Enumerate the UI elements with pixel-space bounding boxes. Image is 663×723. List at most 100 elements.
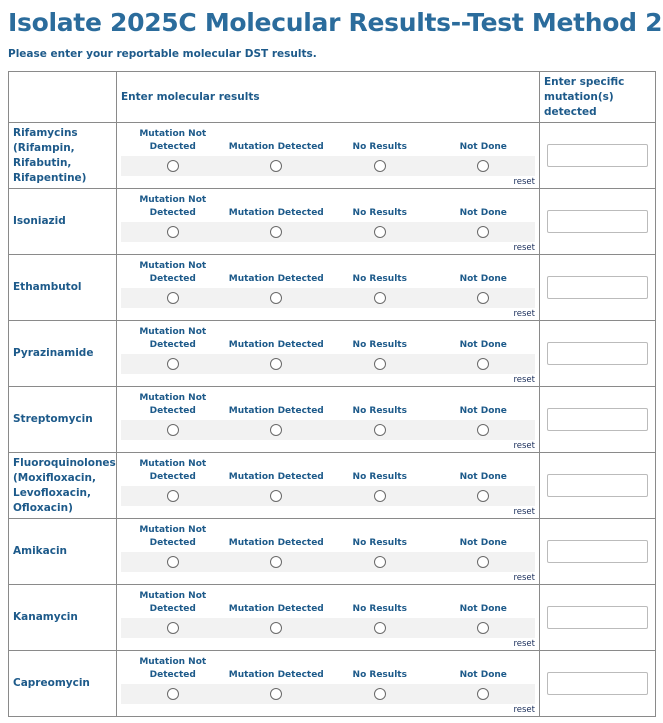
mutation-input[interactable] <box>547 606 648 629</box>
radio-option[interactable] <box>166 622 179 634</box>
radio-option[interactable] <box>373 688 386 700</box>
option-label: No Results <box>352 472 407 482</box>
table-row: Isoniazid Mutation Not Detected Mutation … <box>8 188 656 255</box>
mutation-input[interactable] <box>547 342 648 365</box>
instructions: Please enter your reportable molecular D… <box>8 48 317 60</box>
radio-group <box>121 684 535 704</box>
table-row: Kanamycin Mutation Not Detected Mutation … <box>8 584 656 651</box>
option-label: Mutation Not Detected <box>139 393 207 416</box>
radio-option[interactable] <box>270 292 283 304</box>
radio-option[interactable] <box>166 226 179 238</box>
mutation-input[interactable] <box>547 672 648 695</box>
radio-option[interactable] <box>477 424 490 436</box>
results-table: Enter molecular results Enter specific m… <box>8 71 656 717</box>
table-row: Ethambutol Mutation Not Detected Mutation… <box>8 254 656 321</box>
radio-option[interactable] <box>270 226 283 238</box>
radio-option[interactable] <box>166 292 179 304</box>
radio-option[interactable] <box>373 424 386 436</box>
option-label: No Results <box>352 670 407 680</box>
table-row: Amikacin Mutation Not Detected Mutation D… <box>8 518 656 585</box>
radio-option[interactable] <box>270 556 283 568</box>
option-label: Mutation Not Detected <box>139 657 207 680</box>
mutation-input[interactable] <box>547 474 648 497</box>
radio-option[interactable] <box>477 490 490 502</box>
radio-option[interactable] <box>477 622 490 634</box>
radio-group <box>121 288 535 308</box>
radio-option[interactable] <box>373 292 386 304</box>
header-results: Enter molecular results <box>116 71 540 123</box>
result-options: Mutation Not Detected Mutation Detected No… <box>117 585 539 650</box>
drug-name: Capreomycin <box>8 650 117 717</box>
header-drug <box>8 71 117 123</box>
option-label: No Results <box>352 142 407 152</box>
option-label: Not Done <box>459 538 507 548</box>
radio-option[interactable] <box>373 556 386 568</box>
reset-link[interactable]: reset <box>513 573 535 583</box>
option-label: Not Done <box>459 142 507 152</box>
radio-option[interactable] <box>373 490 386 502</box>
radio-option[interactable] <box>373 358 386 370</box>
table-row: Pyrazinamide Mutation Not Detected Mutati… <box>8 320 656 387</box>
option-label: No Results <box>352 208 407 218</box>
mutation-input[interactable] <box>547 540 648 563</box>
reset-link[interactable]: reset <box>513 507 535 517</box>
option-label: Mutation Not Detected <box>139 195 207 218</box>
radio-option[interactable] <box>373 160 386 172</box>
reset-link[interactable]: reset <box>513 441 535 451</box>
radio-option[interactable] <box>270 358 283 370</box>
reset-link[interactable]: reset <box>513 375 535 385</box>
result-options: Mutation Not Detected Mutation Detected No… <box>117 189 539 254</box>
radio-option[interactable] <box>477 226 490 238</box>
radio-group <box>121 618 535 638</box>
reset-link[interactable]: reset <box>513 243 535 253</box>
reset-link[interactable]: reset <box>513 705 535 715</box>
radio-option[interactable] <box>477 160 490 172</box>
radio-option[interactable] <box>270 688 283 700</box>
mutation-input[interactable] <box>547 408 648 431</box>
radio-option[interactable] <box>270 490 283 502</box>
radio-option[interactable] <box>270 622 283 634</box>
reset-link[interactable]: reset <box>513 177 535 187</box>
option-label: Mutation Detected <box>228 340 324 350</box>
radio-option[interactable] <box>477 556 490 568</box>
radio-option[interactable] <box>270 160 283 172</box>
radio-group <box>121 354 535 374</box>
option-label: Not Done <box>459 472 507 482</box>
radio-option[interactable] <box>166 358 179 370</box>
radio-option[interactable] <box>166 424 179 436</box>
radio-option[interactable] <box>477 358 490 370</box>
option-label: Not Done <box>459 208 507 218</box>
result-options: Mutation Not Detected Mutation Detected No… <box>117 387 539 452</box>
drug-name: Kanamycin <box>8 584 117 651</box>
drug-name: Pyrazinamide <box>8 320 117 387</box>
option-label: Mutation Detected <box>228 604 324 614</box>
mutation-input[interactable] <box>547 210 648 233</box>
radio-group <box>121 420 535 440</box>
option-label: Not Done <box>459 340 507 350</box>
drug-name: Amikacin <box>8 518 117 585</box>
radio-option[interactable] <box>166 160 179 172</box>
radio-option[interactable] <box>373 622 386 634</box>
reset-link[interactable]: reset <box>513 309 535 319</box>
radio-option[interactable] <box>373 226 386 238</box>
mutation-input[interactable] <box>547 276 648 299</box>
option-label: Not Done <box>459 670 507 680</box>
radio-option[interactable] <box>477 688 490 700</box>
option-label: Mutation Not Detected <box>139 261 207 284</box>
option-label: No Results <box>352 406 407 416</box>
table-row: Fluoroquinolones (Moxifloxacin, Levoflox… <box>8 452 656 519</box>
option-label: Mutation Not Detected <box>139 459 207 482</box>
result-options: Mutation Not Detected Mutation Detected No… <box>117 255 539 320</box>
radio-option[interactable] <box>166 490 179 502</box>
option-label: Mutation Detected <box>228 670 324 680</box>
option-label: Mutation Detected <box>228 538 324 548</box>
radio-option[interactable] <box>166 688 179 700</box>
radio-group <box>121 222 535 242</box>
radio-option[interactable] <box>270 424 283 436</box>
radio-group <box>121 486 535 506</box>
reset-link[interactable]: reset <box>513 639 535 649</box>
mutation-input[interactable] <box>547 144 648 167</box>
radio-option[interactable] <box>477 292 490 304</box>
option-label: Mutation Detected <box>228 274 324 284</box>
radio-option[interactable] <box>166 556 179 568</box>
